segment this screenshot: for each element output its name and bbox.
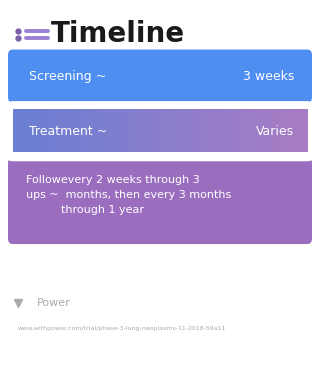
Text: Treatment ~: Treatment ~	[29, 125, 107, 138]
Text: Varies: Varies	[256, 125, 294, 138]
Text: Timeline: Timeline	[51, 21, 185, 48]
Text: Screening ~: Screening ~	[29, 70, 106, 83]
Text: Power: Power	[37, 298, 70, 308]
Text: www.withpower.com/trial/phase-3-lung-neoplasms-11-2018-59a11: www.withpower.com/trial/phase-3-lung-neo…	[18, 326, 226, 331]
Text: Followevery 2 weeks through 3
ups ~  months, then every 3 months
          throu: Followevery 2 weeks through 3 ups ~ mont…	[26, 175, 231, 215]
FancyBboxPatch shape	[8, 158, 312, 244]
Text: 3 weeks: 3 weeks	[243, 70, 294, 83]
FancyBboxPatch shape	[8, 50, 312, 103]
